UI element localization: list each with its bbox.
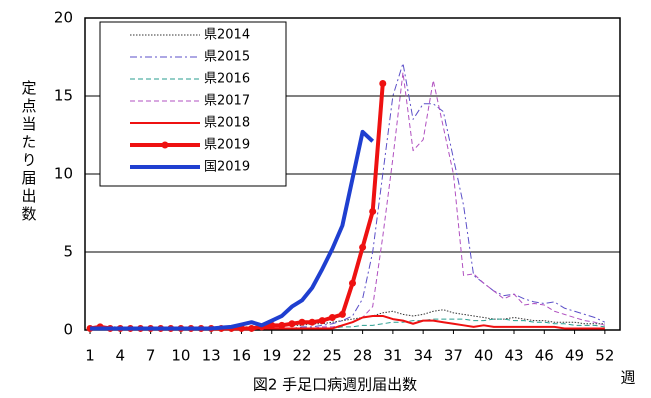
y-tick-label: 20 [54, 9, 73, 27]
x-tick-label: 28 [353, 347, 372, 365]
x-tick-label: 10 [171, 347, 190, 365]
legend-label: 国2019 [204, 160, 250, 175]
x-tick-label: 19 [262, 347, 281, 365]
x-tick-label: 40 [474, 347, 493, 365]
legend-label: 県2014 [204, 28, 250, 43]
x-tick-label: 34 [414, 347, 433, 365]
series-marker [359, 243, 367, 251]
series-marker [308, 318, 316, 326]
y-axis-label: 定点当たり届出数 [20, 80, 38, 224]
legend-label: 県2018 [204, 116, 250, 131]
x-tick-label: 25 [323, 347, 342, 365]
series-marker [369, 207, 377, 215]
y-tick-label: 5 [63, 243, 73, 261]
series-marker [328, 314, 336, 322]
series-line [90, 309, 605, 329]
y-tick-label: 10 [54, 165, 73, 183]
x-tick-label: 31 [383, 347, 402, 365]
series-marker [298, 318, 306, 326]
series-marker [379, 80, 387, 88]
legend-box [99, 21, 287, 187]
legend-marker [161, 141, 169, 149]
y-tick-label: 0 [63, 321, 73, 339]
series-marker [318, 317, 326, 325]
x-tick-label: 13 [202, 347, 221, 365]
legend-label: 県2016 [204, 72, 250, 87]
series-line [90, 318, 605, 329]
series-marker [338, 310, 346, 318]
x-tick-label: 1 [85, 347, 95, 365]
x-axis-label: 週 [620, 369, 635, 387]
y-tick-label: 15 [54, 87, 73, 105]
series-marker [349, 279, 356, 287]
x-tick-label: 16 [232, 347, 251, 365]
legend-label: 県2017 [204, 94, 250, 109]
legend: 県2014 県2015 県2016 県2017 県2018 県2019 国2019 [99, 21, 287, 187]
series-marker [248, 324, 256, 332]
x-tick-label: 46 [535, 347, 554, 365]
series-marker [278, 321, 286, 329]
x-tick-label: 22 [292, 347, 311, 365]
series-line [90, 129, 375, 331]
legend-label: 県2019 [204, 138, 250, 153]
series-marker [288, 320, 296, 328]
x-tick-label: 7 [146, 347, 156, 365]
x-tick-label: 52 [595, 347, 614, 365]
x-tick-label: 4 [116, 347, 126, 365]
x-tick-label: 43 [504, 347, 523, 365]
x-tick-label: 49 [565, 347, 584, 365]
x-tick-label: 37 [444, 347, 463, 365]
legend-label: 県2015 [204, 50, 250, 65]
chart-title: 図2 手足口病週別届出数 [253, 376, 417, 394]
